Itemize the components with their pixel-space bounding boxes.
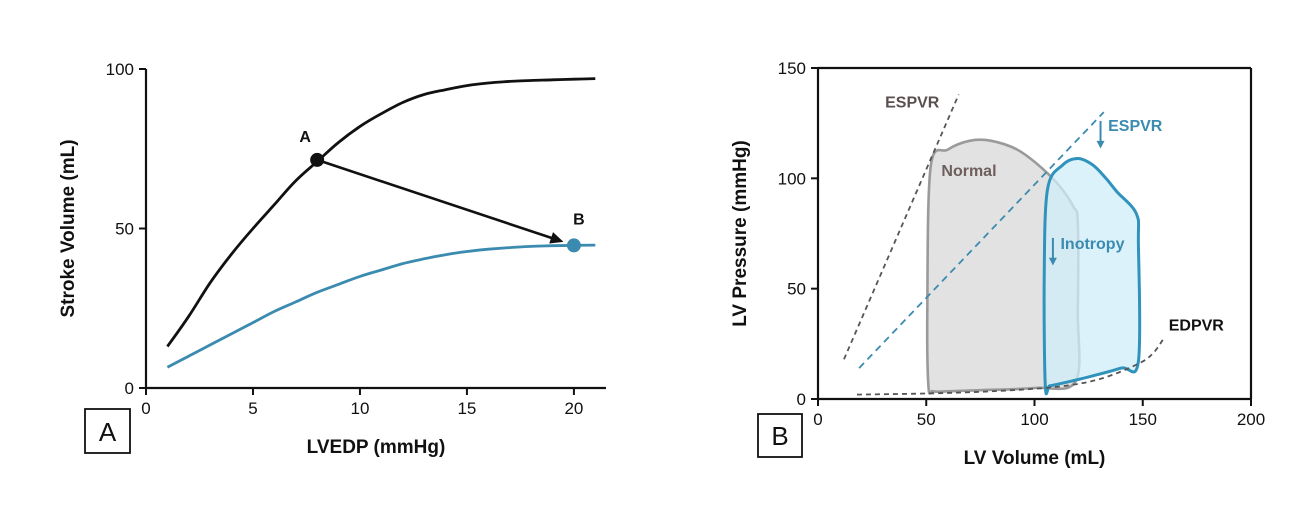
panel-a-point-b-label: B: [573, 211, 585, 228]
panel-a-xtick-label: 0: [141, 399, 150, 418]
panel-b-label: B: [771, 421, 788, 451]
panel-a-label: A: [99, 417, 117, 447]
panel-a-ytick-label: 100: [106, 60, 134, 79]
panel-a-point-a: [310, 152, 325, 167]
panel-b-x-axis-label: LV Volume (mL): [964, 448, 1106, 469]
panel-b-edpvr-line: [856, 336, 1166, 396]
panel-b-normal-label: Normal: [941, 163, 996, 180]
panel-b-xtick-label: 0: [813, 410, 822, 429]
panel-a-series-1-line: [166, 243, 596, 369]
panel-b-espvr-line: [843, 94, 960, 360]
panel-a-x-axis-label: LVEDP (mmHg): [307, 437, 446, 458]
panel-b-xtick-label: 100: [1020, 410, 1048, 429]
panel-a-arrow-line: [316, 158, 557, 241]
panel-b-inotropy-label: Inotropy: [1060, 236, 1124, 253]
panel-b-ytick-label: 100: [778, 169, 806, 188]
panel-a-xtick-label: 20: [564, 399, 583, 418]
panel-b-xtick-label: 150: [1129, 410, 1157, 429]
panel-b-espvr-label: ESPVR: [885, 95, 940, 112]
panel-b-inotropy-loop: [1042, 156, 1142, 396]
panel-b-ytick-label: 150: [778, 59, 806, 78]
panel-b-reduced-espvr-label: ESPVR: [1108, 118, 1163, 135]
panel-b-ytick-label: 50: [787, 280, 806, 299]
panel-b-ytick-label: 0: [797, 390, 806, 409]
panel-b-xtick-label: 50: [917, 410, 936, 429]
panel-b-y-axis-label: LV Pressure (mmHg): [730, 140, 751, 327]
panel-b-inotropy-down-arrowhead: [1048, 257, 1057, 266]
panel-b-edpvr-label: EDPVR: [1169, 318, 1225, 335]
panel-a-xtick-label: 15: [457, 399, 476, 418]
panel-a-xtick-label: 10: [350, 399, 369, 418]
panel-a-y-axis-label: Stroke Volume (mL): [58, 139, 79, 317]
panel-b-espvr-down-arrowhead: [1096, 140, 1105, 149]
panel-a-ytick-label: 50: [115, 220, 134, 239]
panel-a-arrow-head: [549, 232, 564, 244]
panel-a-ytick-label: 0: [125, 379, 134, 398]
panel-a-point-a-label: A: [299, 129, 311, 146]
panel-b-label-box: [757, 413, 803, 458]
panel-a-series-0-line: [166, 77, 596, 348]
panel-a-xtick-label: 5: [248, 399, 257, 418]
panel-b-xtick-label: 200: [1237, 410, 1265, 429]
panel-a-point-b: [566, 238, 581, 253]
panel-a-label-box: [84, 408, 131, 454]
